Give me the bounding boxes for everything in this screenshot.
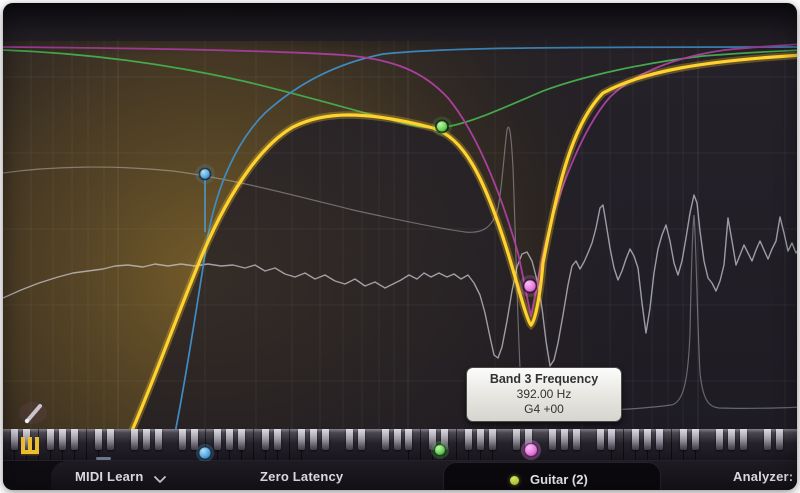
black-key [429,429,437,450]
black-key [59,429,67,450]
white-key [408,429,422,460]
black-key [644,429,652,450]
black-key [262,429,270,450]
bottom-bar-panel [51,461,797,490]
black-key [739,429,747,450]
black-key [154,429,162,450]
piano-keyboard[interactable] [3,429,797,461]
preset-name: Guitar (2) [530,472,588,487]
pencil-icon[interactable] [19,402,47,424]
band-tooltip: Band 3 Frequency 392.00 Hz G4 +00 [466,367,622,422]
band3-handle[interactable] [522,278,538,294]
black-key [106,429,114,450]
tooltip-title: Band 3 Frequency [489,372,599,386]
black-key [608,429,616,450]
black-key [477,429,485,450]
black-key [274,429,282,450]
black-key [572,429,580,450]
black-key [238,429,246,450]
black-key [727,429,735,450]
band2-handle[interactable] [435,119,449,134]
black-key [11,429,19,450]
keyboard-toggle-icon[interactable] [21,437,39,456]
analyzer-menu[interactable]: Analyzer: [733,469,794,484]
black-key [715,429,723,450]
black-key [309,429,317,450]
tooltip-note: G4 +00 [524,401,564,416]
analyzer-trace-light [3,126,797,413]
black-key [632,429,640,450]
eq-plugin-window: Band 3 Frequency 392.00 Hz G4 +00 MIDI L… [3,3,797,490]
black-key [680,429,688,450]
black-key [775,429,783,450]
left-tools [19,402,47,456]
curve-fill-area [3,41,797,433]
black-key [214,429,222,450]
black-key [393,429,401,450]
black-key [357,429,365,450]
black-key [560,429,568,450]
midi-learn-button[interactable]: MIDI Learn [75,469,144,484]
black-key [441,429,449,450]
white-key [611,429,625,460]
latency-status[interactable]: Zero Latency [260,469,344,484]
black-key [321,429,329,450]
composite-curve [129,53,797,435]
black-key [71,429,79,450]
black-key [692,429,700,450]
preset-tab[interactable]: Guitar (2) [443,462,661,490]
band1-handle[interactable] [198,167,212,181]
black-key [405,429,413,450]
top-vignette [3,3,797,55]
chevron-down-icon[interactable] [153,475,167,484]
black-key [142,429,150,450]
black-key [596,429,604,450]
black-key [130,429,138,450]
black-key [465,429,473,450]
black-key [95,429,103,450]
black-key [656,429,664,450]
black-key [178,429,186,450]
black-key [763,429,771,450]
black-key [190,429,198,450]
preset-color-dot [510,476,519,485]
black-key [345,429,353,450]
black-key [548,429,556,450]
black-key [226,429,234,450]
white-key [791,429,797,460]
black-key [489,429,497,450]
bottom-bar: MIDI Learn Zero Latency Guitar (2) Analy… [3,461,797,490]
black-key [512,429,520,450]
black-key [381,429,389,450]
analyzer-trace [3,194,797,367]
black-key [524,429,532,450]
eq-display [3,39,797,435]
black-key [47,429,55,450]
tooltip-frequency: 392.00 Hz [516,387,572,401]
black-key [23,429,31,450]
keyboard-scroll-indicator[interactable] [96,457,111,460]
black-key [298,429,305,450]
